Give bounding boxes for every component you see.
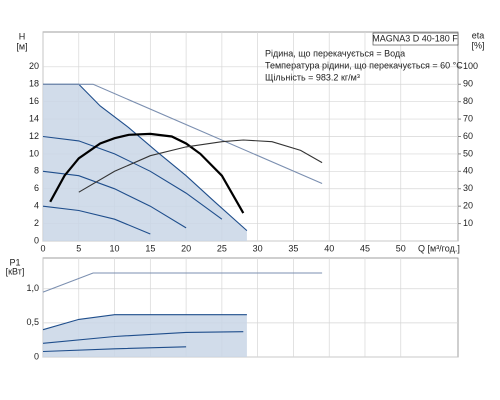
y-tick-label: 20: [29, 61, 39, 71]
y-tick-label: 8: [34, 166, 39, 176]
x-label: Q [м³/год.]: [418, 243, 460, 253]
x-tick-label: 50: [396, 243, 406, 253]
curve: [78, 139, 323, 193]
y2-tick-label: 30: [463, 183, 473, 193]
y-label: H: [19, 31, 26, 41]
curve: [42, 346, 187, 353]
chart-title: MAGNA3 D 40-180 F: [372, 33, 458, 43]
x-tick-label: 40: [324, 243, 334, 253]
x-tick-label: 25: [217, 243, 227, 253]
y-label: P1: [9, 257, 20, 267]
y2-tick-label: 10: [463, 218, 473, 228]
y-tick-label: 2: [34, 218, 39, 228]
curve: [49, 132, 245, 214]
x-tick-label: 0: [40, 243, 45, 253]
curve: [42, 205, 151, 235]
y2-unit: [%]: [471, 40, 484, 50]
x-tick-label: 45: [360, 243, 370, 253]
y-unit: [м]: [16, 41, 27, 51]
x-tick-label: 20: [181, 243, 191, 253]
area: [43, 84, 247, 241]
y2-tick-label: 20: [463, 201, 473, 211]
y-tick-label: 10: [29, 148, 39, 158]
curve: [42, 331, 244, 344]
x-tick-label: 10: [110, 243, 120, 253]
x-tick-label: 5: [76, 243, 81, 253]
annotation: Рідина, що перекачується = Вода: [265, 48, 405, 58]
y-tick-label: 1,0: [26, 283, 39, 293]
y2-tick-label: 50: [463, 148, 473, 158]
y-tick-label: 14: [29, 113, 39, 123]
x-tick-label: 35: [288, 243, 298, 253]
curve: [43, 83, 323, 185]
y-tick-label: 16: [29, 96, 39, 106]
y-tick-label: 12: [29, 131, 39, 141]
y-tick-label: 18: [29, 79, 39, 89]
y-tick-label: 6: [34, 183, 39, 193]
y-tick-label: 0,5: [26, 317, 39, 327]
y-tick-label: 0: [34, 235, 39, 245]
y2-tick-label: 100: [463, 61, 478, 71]
annotation: Температура рідини, що перекачується = 6…: [265, 60, 463, 70]
curve: [42, 314, 247, 331]
y-unit: [кВт]: [6, 266, 25, 276]
title-box: [372, 32, 459, 46]
curve: [42, 135, 223, 220]
y2-tick-label: 70: [463, 113, 473, 123]
annotation: Щільність = 983.2 кг/м³: [265, 72, 360, 82]
y-tick-label: 0: [34, 351, 39, 361]
curve: [43, 83, 248, 232]
x-tick-label: 15: [145, 243, 155, 253]
curve: [42, 272, 323, 293]
y-tick-label: 4: [34, 201, 39, 211]
y2-tick-label: 90: [463, 79, 473, 89]
y2-tick-label: 40: [463, 166, 473, 176]
x-tick-label: 30: [253, 243, 263, 253]
y2-tick-label: 80: [463, 96, 473, 106]
y2-label: eta: [472, 30, 485, 40]
area: [43, 314, 247, 357]
y2-tick-label: 60: [463, 131, 473, 141]
